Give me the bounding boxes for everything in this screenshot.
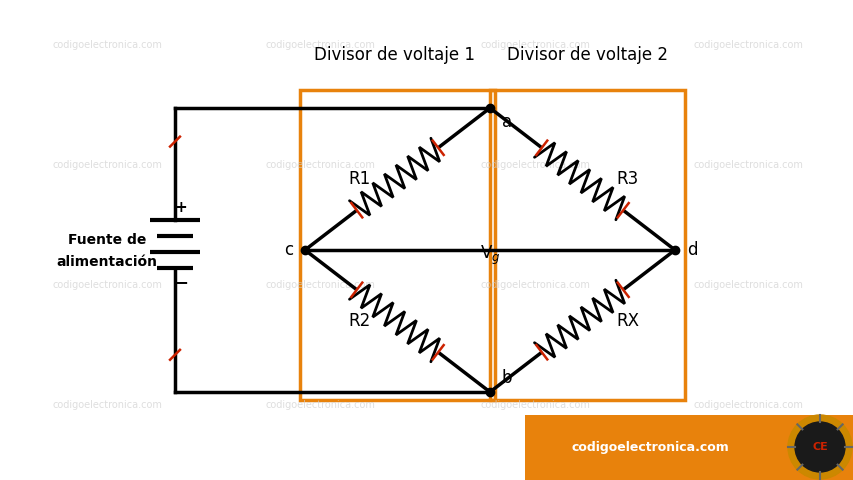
Text: b: b: [502, 369, 512, 387]
Text: codigoelectronica.com: codigoelectronica.com: [52, 160, 162, 170]
Text: R3: R3: [616, 170, 638, 188]
Text: V$_g$: V$_g$: [479, 243, 500, 266]
Circle shape: [787, 415, 851, 479]
Bar: [490, 90, 684, 400]
Bar: [525, 415, 853, 480]
Text: −: −: [174, 273, 188, 291]
Text: codigoelectronica.com: codigoelectronica.com: [264, 40, 374, 50]
Text: codigoelectronica.com: codigoelectronica.com: [264, 400, 374, 410]
Text: Divisor de voltaje 2: Divisor de voltaje 2: [507, 46, 668, 64]
Text: codigoelectronica.com: codigoelectronica.com: [693, 280, 802, 290]
Text: codigoelectronica.com: codigoelectronica.com: [52, 280, 162, 290]
Text: +: +: [174, 200, 187, 215]
Text: codigoelectronica.com: codigoelectronica.com: [479, 280, 589, 290]
Text: alimentación: alimentación: [56, 255, 157, 269]
Text: CE: CE: [811, 442, 827, 452]
Text: codigoelectronica.com: codigoelectronica.com: [264, 160, 374, 170]
Circle shape: [794, 422, 844, 472]
Text: codigoelectronica.com: codigoelectronica.com: [693, 160, 802, 170]
Text: c: c: [283, 241, 293, 259]
Text: a: a: [502, 113, 512, 131]
Text: codigoelectronica.com: codigoelectronica.com: [693, 400, 802, 410]
Text: d: d: [686, 241, 697, 259]
Text: Fuente de: Fuente de: [67, 233, 146, 247]
Text: RX: RX: [615, 312, 638, 330]
Text: codigoelectronica.com: codigoelectronica.com: [571, 441, 728, 454]
Text: Divisor de voltaje 1: Divisor de voltaje 1: [314, 46, 475, 64]
Text: R2: R2: [348, 312, 370, 330]
Text: codigoelectronica.com: codigoelectronica.com: [52, 40, 162, 50]
Text: R1: R1: [348, 170, 370, 188]
Text: codigoelectronica.com: codigoelectronica.com: [479, 160, 589, 170]
Text: codigoelectronica.com: codigoelectronica.com: [693, 40, 802, 50]
Bar: [299, 90, 495, 400]
Text: codigoelectronica.com: codigoelectronica.com: [479, 40, 589, 50]
Text: codigoelectronica.com: codigoelectronica.com: [479, 400, 589, 410]
Text: codigoelectronica.com: codigoelectronica.com: [264, 280, 374, 290]
Text: codigoelectronica.com: codigoelectronica.com: [52, 400, 162, 410]
